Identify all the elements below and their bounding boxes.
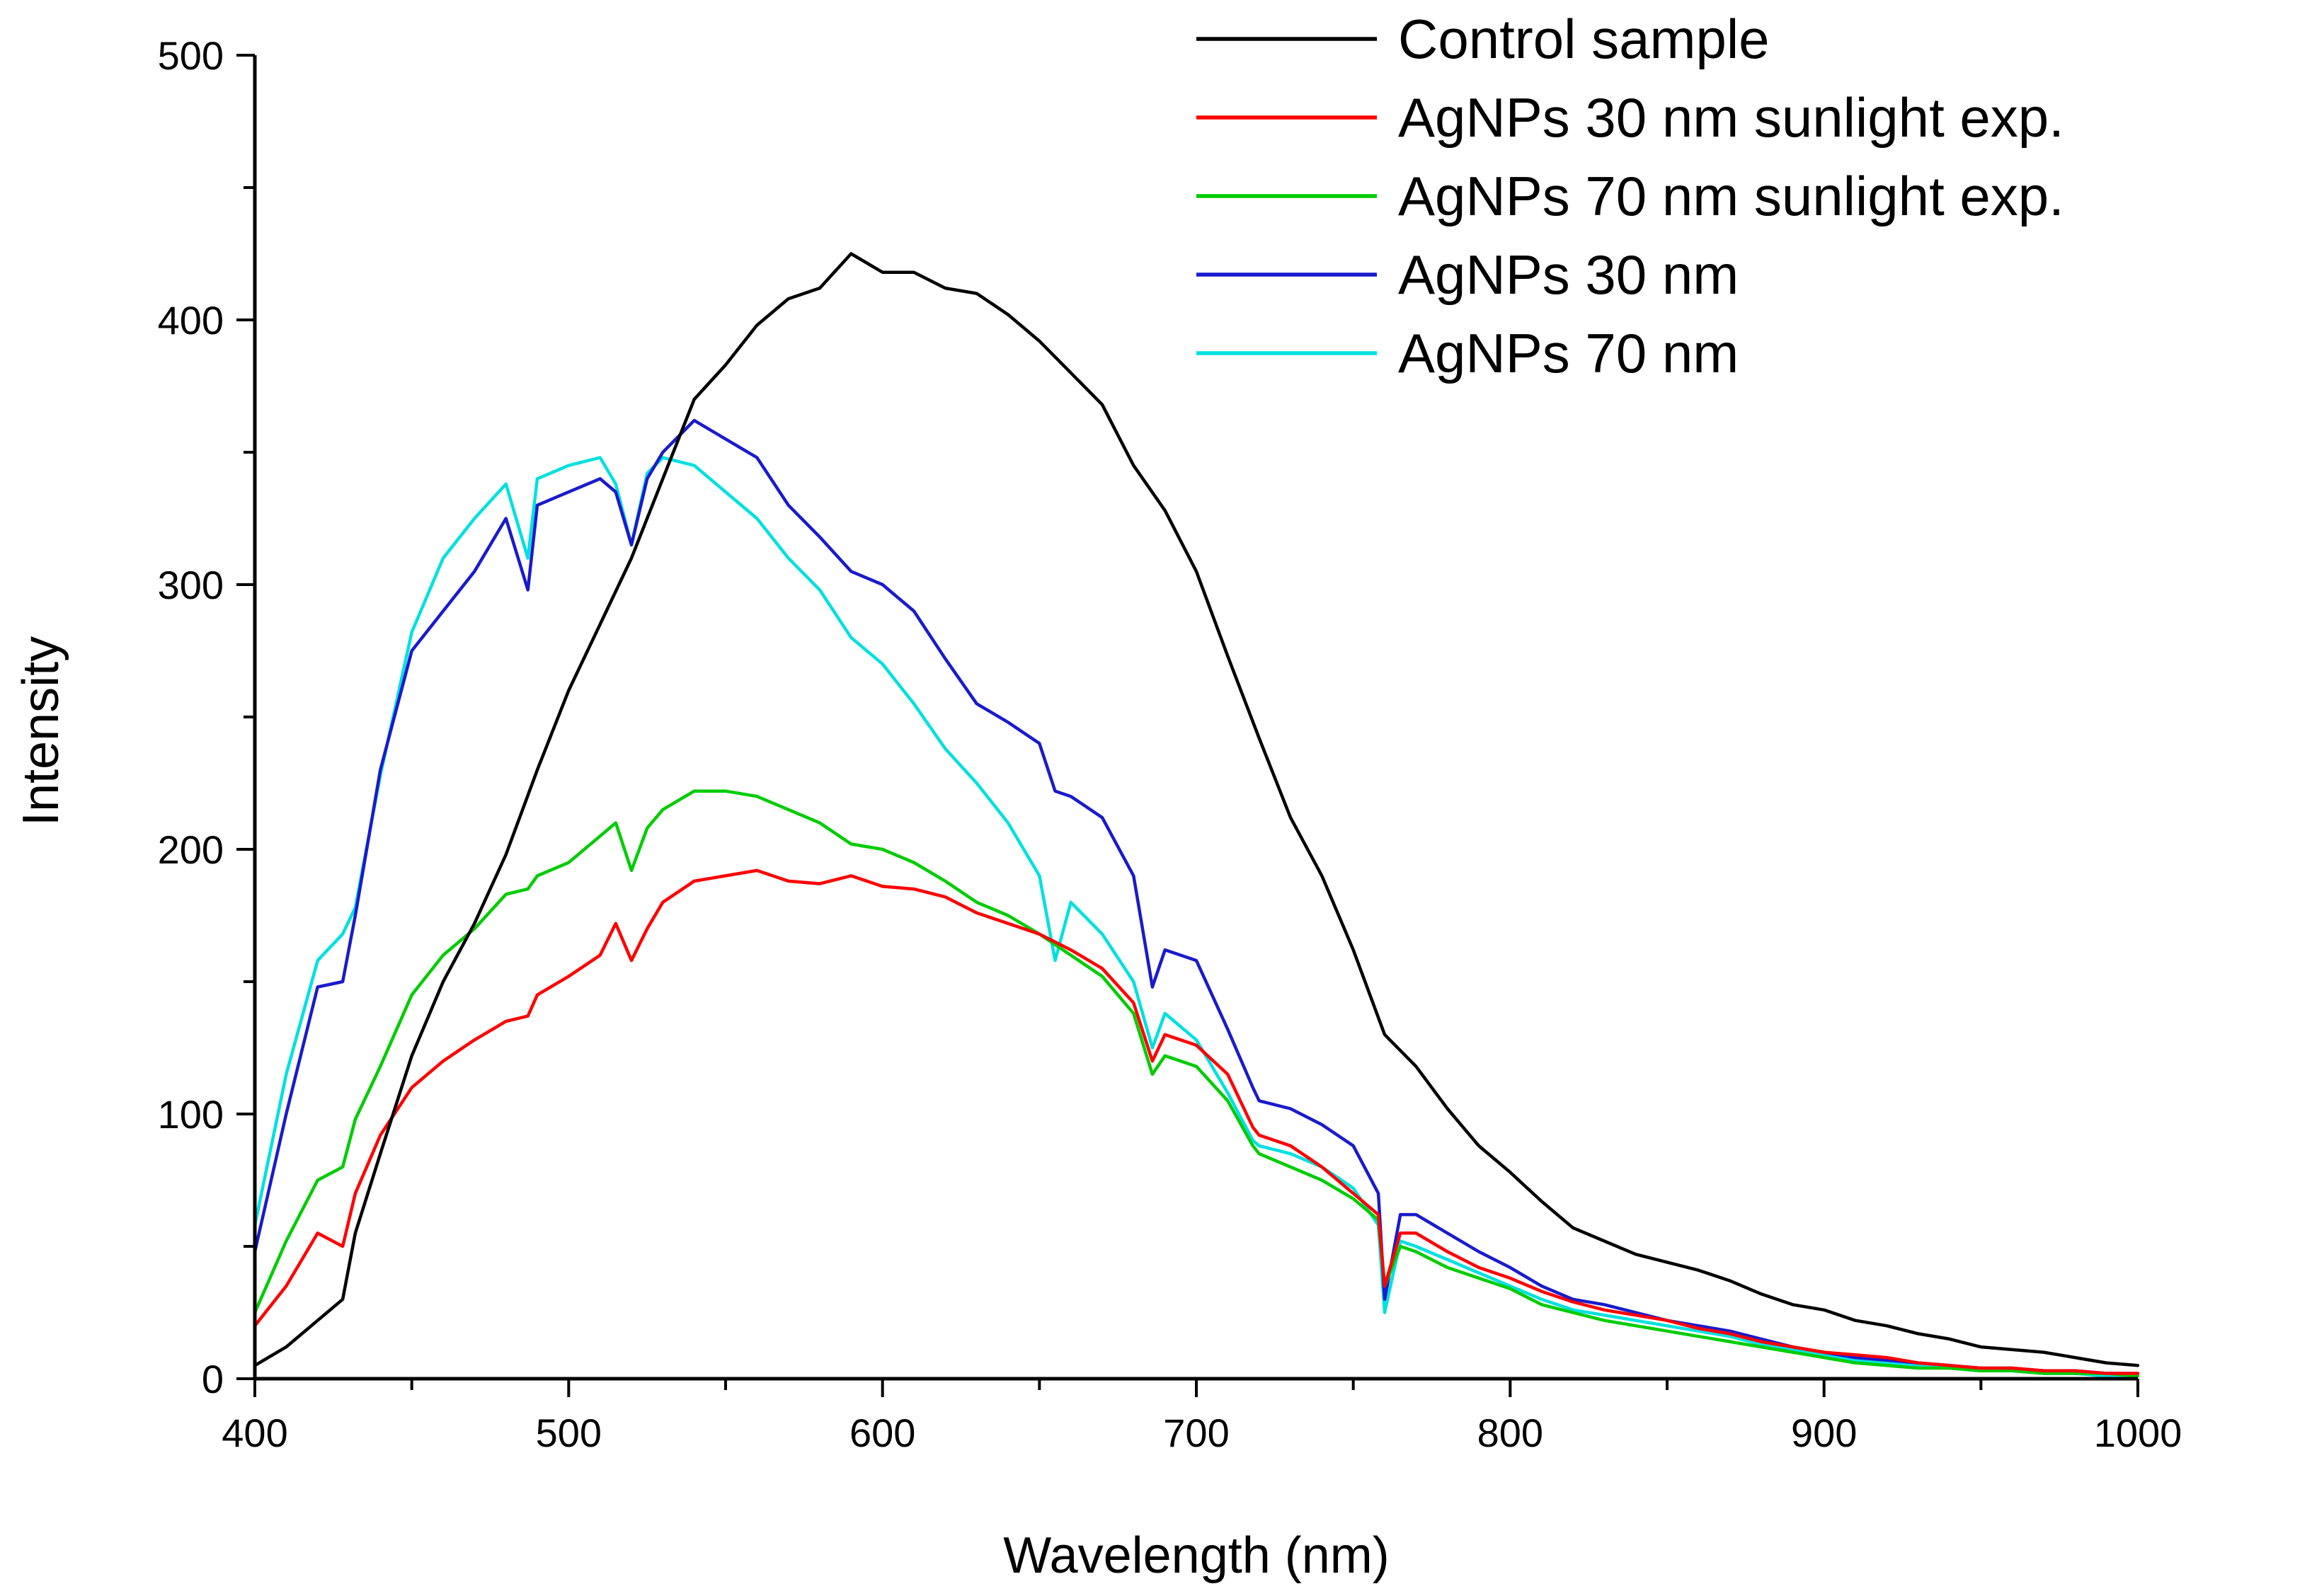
legend-label-1: AgNPs 30 nm sunlight exp. xyxy=(1398,86,2064,149)
y-tick-label: 300 xyxy=(158,563,224,607)
series-line-3 xyxy=(253,418,2140,1375)
series-line-1 xyxy=(253,868,2140,1375)
x-tick-label: 400 xyxy=(222,1411,287,1455)
x-tick-label: 500 xyxy=(536,1411,602,1455)
x-tick-label: 600 xyxy=(849,1411,915,1455)
x-tick-label: 800 xyxy=(1477,1411,1543,1455)
series-line-4 xyxy=(253,456,2140,1378)
plot-series xyxy=(253,252,2140,1378)
legend-label-4: AgNPs 70 nm xyxy=(1398,322,1739,384)
y-tick-label: 200 xyxy=(158,827,224,872)
x-ticks: 400 500 600 700 800 900 1000 xyxy=(222,1379,2182,1455)
y-axis-title: Intensity xyxy=(13,636,69,826)
x-tick-label: 1000 xyxy=(2094,1411,2182,1455)
series-line-2 xyxy=(253,789,2140,1378)
axes: 400 500 600 700 800 900 1000 0 100 200 300 400 500 xyxy=(158,33,2182,1455)
x-axis-title: Wavelength (nm) xyxy=(1003,1527,1390,1584)
y-tick-label: 500 xyxy=(158,33,224,78)
legend-label-0: Control sample xyxy=(1398,8,1770,70)
y-ticks: 0 100 200 300 400 500 xyxy=(158,33,255,1401)
legend-label-2: AgNPs 70 nm sunlight exp. xyxy=(1398,165,2064,227)
series-line-0 xyxy=(253,252,2140,1367)
y-tick-label: 100 xyxy=(158,1092,224,1137)
x-tick-label: 700 xyxy=(1163,1411,1229,1455)
y-tick-label: 400 xyxy=(158,298,224,343)
y-tick-label: 0 xyxy=(202,1357,224,1401)
x-tick-label: 900 xyxy=(1791,1411,1857,1455)
legend: Control sample AgNPs 30 nm sunlight exp. A… xyxy=(1196,8,2064,384)
legend-label-3: AgNPs 30 nm xyxy=(1398,243,1739,306)
